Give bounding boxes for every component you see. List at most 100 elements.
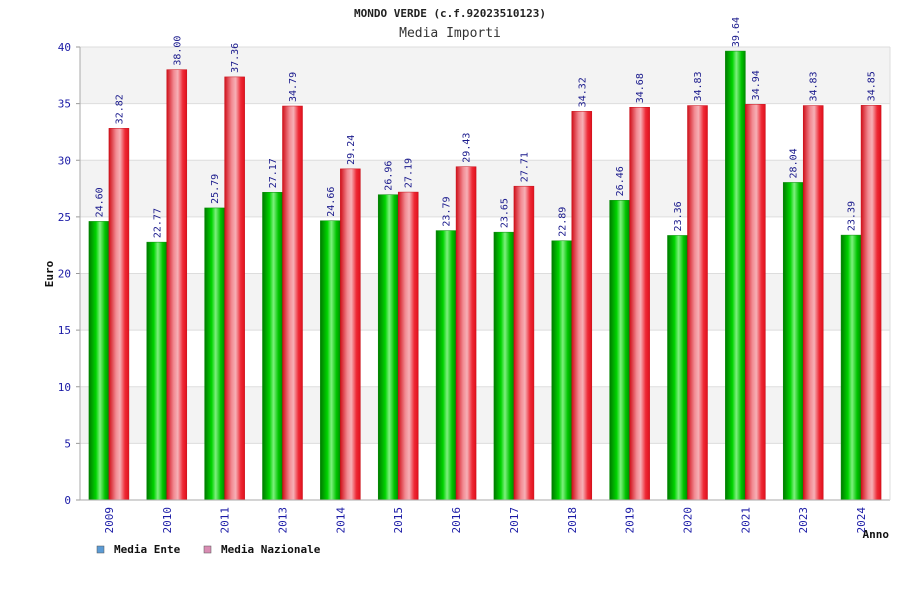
x-tick-label: 2016 [450,507,463,534]
data-label: 34.79 [288,72,299,102]
data-label: 34.94 [751,70,762,100]
data-label: 27.17 [268,158,279,188]
bar-media-nazionale [629,106,650,501]
chart-title: MONDO VERDE (c.f.92023510123) [354,7,546,20]
data-label: 37.36 [230,43,241,73]
bar-media-ente [377,194,399,501]
bar-media-ente [262,192,283,501]
bar-media-ente [782,182,804,501]
bar-media-ente [725,50,746,501]
plot-band [80,160,890,217]
legend-label-media-ente: Media Ente [114,543,181,556]
x-tick-label: 2015 [392,507,405,534]
bar-media-nazionale [224,76,245,501]
y-tick-label: 40 [58,41,71,54]
bar-media-nazionale [108,128,130,501]
x-tick-label: 2020 [682,507,695,534]
data-label: 28.04 [789,148,800,178]
plot-band [80,330,890,387]
data-label: 39.64 [731,17,742,47]
legend-label-media-nazionale: Media Nazionale [221,543,321,556]
data-label: 38.00 [172,36,183,66]
data-label: 27.19 [404,158,415,188]
legend-swatch-media-ente [96,545,105,554]
bar-media-nazionale [282,105,303,501]
data-label: 26.46 [615,166,626,196]
x-tick-label: 2009 [103,507,116,534]
bar-media-ente [88,221,110,501]
x-axis-label: Anno [863,528,890,541]
plot-band [80,216,890,274]
plot-band [80,386,890,444]
bar-media-nazionale [455,166,477,501]
value-labels-group: 24.60 32.82 22.77 38.00 25.79 37.36 27.17 34.79… [94,17,877,238]
bar-media-nazionale [571,111,593,501]
bars-group [88,50,882,501]
data-label: 23.79 [442,196,453,226]
data-label: 23.36 [673,201,684,231]
bar-media-ente [320,220,341,501]
data-label: 26.96 [384,161,395,191]
data-label: 25.79 [210,174,221,204]
bar-media-nazionale [513,185,535,501]
bar-media-ente [840,234,862,501]
legend-swatch-media-nazionale [203,545,212,554]
data-label: 24.60 [94,187,105,217]
data-label: 22.89 [557,207,568,237]
plot-band [80,47,890,104]
data-label: 34.83 [693,71,704,101]
data-label: 29.24 [346,135,357,165]
y-tick-label: 0 [64,494,71,507]
x-tick-label: 2011 [219,507,232,534]
y-axis-label: Euro [43,260,56,287]
plot-band [80,273,890,331]
data-label: 34.83 [809,71,820,101]
data-label: 32.82 [114,94,125,124]
bar-media-ente [493,231,515,501]
bar-media-ente [667,235,688,501]
x-tick-label: 2010 [161,507,174,534]
bar-media-nazionale [397,191,419,501]
bar-media-nazionale [802,105,824,501]
x-tick-label: 2019 [624,507,637,534]
y-tick-label: 35 [58,98,71,111]
bar-media-nazionale [745,104,766,501]
data-label: 27.71 [519,152,530,182]
data-label: 34.32 [577,77,588,107]
x-tick-label: 2024 [855,507,868,534]
x-tick-label: 2021 [739,507,752,534]
axes-group: 0 5 10 15 20 25 30 35 40 2009 2010 2011 2013 2014 2015… [58,41,891,534]
x-tick-label: 2017 [508,507,521,534]
chart-subtitle: Media Importi [399,26,501,41]
bar-media-nazionale [340,168,361,501]
y-tick-label: 30 [58,154,71,167]
bar-media-ente [435,230,457,501]
bar-media-ente [146,241,168,501]
y-tick-label: 25 [58,211,71,224]
data-label: 34.85 [867,71,878,101]
y-tick-label: 10 [58,381,71,394]
x-tick-label: 2018 [566,507,579,534]
data-label: 24.66 [326,187,337,217]
bar-media-nazionale [166,69,188,501]
data-label: 29.43 [462,133,473,163]
y-tick-label: 5 [64,437,71,450]
plot-band [80,443,890,500]
data-label: 23.39 [847,201,858,231]
y-tick-label: 15 [58,324,71,337]
bar-media-ente [551,240,573,501]
x-tick-label: 2013 [277,507,290,534]
y-tick-label: 20 [58,268,71,281]
plot-band [80,103,890,161]
bar-media-ente [204,207,225,501]
bar-media-nazionale [687,105,708,501]
data-label: 34.68 [635,73,646,103]
data-label: 23.65 [499,198,510,228]
bar-media-nazionale [860,105,882,501]
bar-media-ente [609,200,630,501]
x-tick-label: 2014 [334,507,347,534]
data-label: 22.77 [152,208,163,238]
legend: Media Ente Media Nazionale [96,543,321,556]
